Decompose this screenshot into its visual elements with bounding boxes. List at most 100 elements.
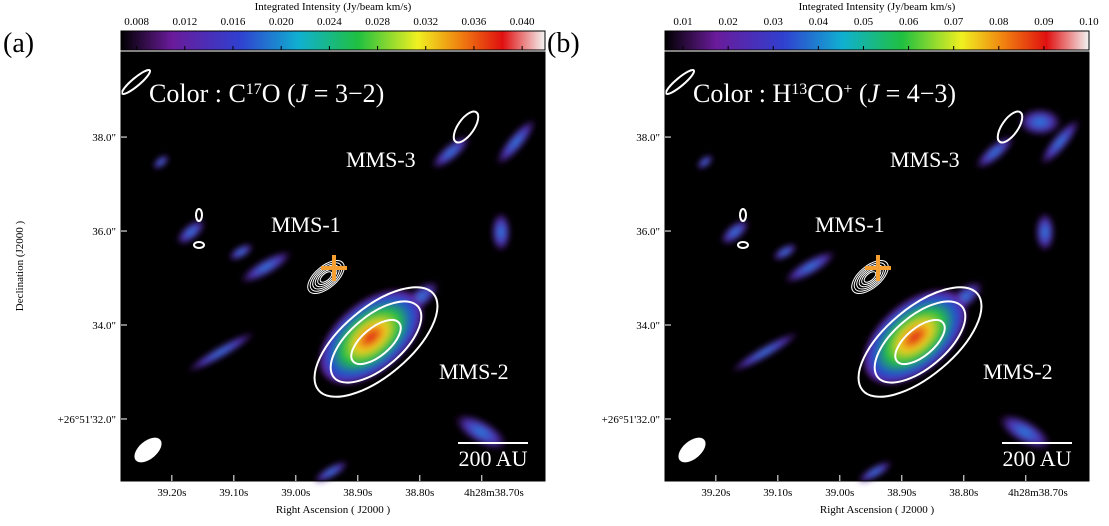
source-label: MMS-2 xyxy=(983,359,1053,384)
colorbar-tick-label: 0.10 xyxy=(1079,16,1099,28)
contour xyxy=(873,300,967,384)
emission-blob xyxy=(431,134,471,170)
colorbar-tick-label: 0.05 xyxy=(854,16,874,28)
x-tick-label: 39.20s xyxy=(157,487,186,499)
emission-blob xyxy=(186,331,256,373)
molecule-label-part: = 4−3) xyxy=(879,79,956,108)
emission xyxy=(696,108,1081,484)
emission-blob xyxy=(239,250,293,284)
emission-blob xyxy=(313,460,349,484)
molecule-label: Color : H13CO+ (J = 4−3) xyxy=(693,79,956,108)
contour xyxy=(329,300,423,384)
colorbar-tick-label: 0.08 xyxy=(989,16,1009,28)
panel: (b) Integrated Intensity (Jy/beam km/s) 0.… xyxy=(547,1,1099,516)
colorbar-tick-label: 0.06 xyxy=(899,16,919,28)
emission-blob xyxy=(720,218,750,246)
colorbar-tick-label: 0.032 xyxy=(413,16,438,28)
colorbar-tick-label: 0.09 xyxy=(1034,16,1054,28)
contour xyxy=(350,318,402,366)
contour xyxy=(853,262,887,292)
colorbar-tick-label: 0.03 xyxy=(764,16,784,28)
colorbar xyxy=(664,30,1090,51)
colorbar-tick-label: 0.008 xyxy=(124,16,149,28)
panel-label: (a) xyxy=(3,28,34,59)
colorbar-tick-label: 0.01 xyxy=(673,16,692,28)
emission-blob xyxy=(975,134,1015,170)
emission-blob xyxy=(176,218,206,246)
molecule-label-part: J xyxy=(868,79,881,108)
source-label: MMS-1 xyxy=(815,212,885,237)
x-axis-label: Right Ascension ( J2000 ) xyxy=(276,504,391,516)
source-marker xyxy=(865,255,891,281)
source-label: MMS-3 xyxy=(346,147,416,172)
contour xyxy=(193,241,205,249)
frame xyxy=(120,51,546,482)
contour xyxy=(319,271,333,283)
colorbar-tick-label: 0.02 xyxy=(719,16,738,28)
colorbar-tick-label: 0.040 xyxy=(510,16,535,28)
emission-blob xyxy=(857,460,893,484)
molecule-label-part: O ( xyxy=(262,79,296,108)
scalebar-label: 200 AU xyxy=(1002,446,1071,471)
colorbar-title: Integrated Intensity (Jy/beam km/s) xyxy=(799,1,956,13)
y-tick-label: +26°51'32.0" xyxy=(58,414,116,426)
emission-blob xyxy=(491,212,511,252)
molecule-label-part: Color : C xyxy=(149,79,246,108)
emission-blob xyxy=(772,243,798,261)
x-tick-label: 39.20s xyxy=(701,487,730,499)
source-label: MMS-1 xyxy=(271,212,341,237)
emission-blob xyxy=(495,118,537,166)
emission-blob xyxy=(454,413,508,451)
x-tick-label: 4h28m38.70s xyxy=(464,487,524,499)
panel: (a)Integrated Intensity (Jy/beam km/s)0.… xyxy=(3,1,546,516)
frame xyxy=(664,51,1090,482)
emission-core xyxy=(864,290,966,384)
contour xyxy=(863,271,877,283)
contour xyxy=(737,241,749,249)
emission-blob xyxy=(1039,118,1081,166)
x-axis-label: Right Ascension ( J2000 ) xyxy=(820,504,935,516)
source-label: MMS-2 xyxy=(439,359,509,384)
contours xyxy=(120,69,480,398)
y-tick-label: 38.0" xyxy=(636,132,660,144)
molecule-label-part: + xyxy=(843,81,852,98)
contour xyxy=(313,286,439,398)
x-tick-label: 4h28m38.70s xyxy=(1008,487,1068,499)
emission-blob xyxy=(152,154,170,170)
contour xyxy=(996,110,1024,144)
y-tick-label: 34.0" xyxy=(92,320,116,332)
emission-blob xyxy=(228,243,254,261)
emission xyxy=(152,118,537,484)
molecule-label-part: 13 xyxy=(791,81,807,98)
contour xyxy=(664,69,696,95)
y-tick-label: 34.0" xyxy=(636,320,660,332)
colorbar-tick-label: 0.036 xyxy=(462,16,487,28)
contour xyxy=(120,69,152,95)
source-label: MMS-3 xyxy=(890,147,960,172)
x-tick-label: 39.10s xyxy=(219,487,248,499)
molecule-label-part: Color : H xyxy=(693,79,791,108)
emission-blob xyxy=(1018,108,1062,136)
x-tick-label: 39.00s xyxy=(825,487,854,499)
x-tick-label: 38.80s xyxy=(949,487,978,499)
x-tick-label: 38.80s xyxy=(405,487,434,499)
y-tick-label: 38.0" xyxy=(92,132,116,144)
beam xyxy=(134,437,162,463)
emission-core xyxy=(320,290,422,384)
x-tick-label: 39.00s xyxy=(281,487,310,499)
y-axis-label: Declination (J2000 ) xyxy=(14,220,26,311)
contour xyxy=(309,262,343,292)
molecule-label-part: ( xyxy=(852,79,867,108)
contour xyxy=(894,318,946,366)
colorbar-tick-label: 0.07 xyxy=(944,16,964,28)
beam xyxy=(678,437,706,463)
emission-blob xyxy=(696,154,714,170)
molecule-label-part: CO xyxy=(807,79,843,108)
emission-blob xyxy=(1035,212,1055,252)
contour xyxy=(307,260,345,294)
colorbar xyxy=(120,30,546,51)
emission-blob xyxy=(783,250,837,284)
contours xyxy=(664,69,1024,398)
colorbar-title: Integrated Intensity (Jy/beam km/s) xyxy=(255,1,412,13)
molecule-label-part: J xyxy=(296,79,309,108)
